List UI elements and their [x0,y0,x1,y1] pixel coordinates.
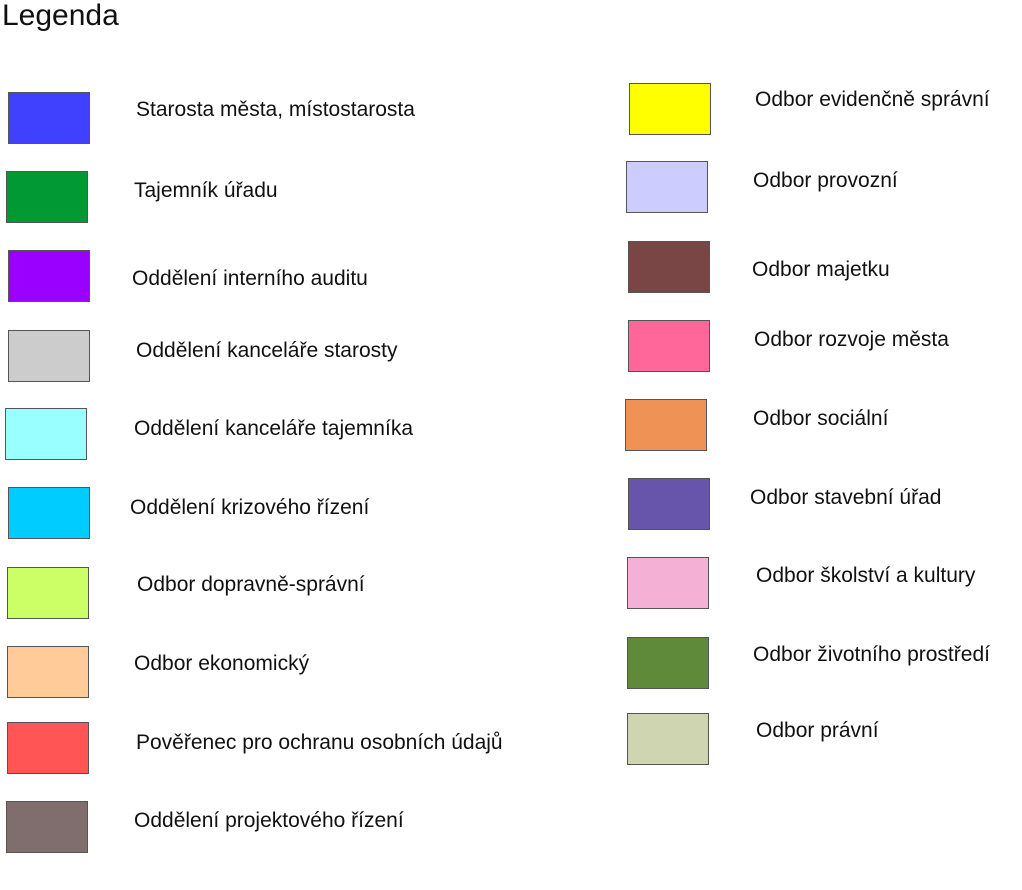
legend-label: Oddělení krizového řízení [130,496,370,519]
legend-label: Oddělení kanceláře starosty [136,339,398,362]
color-swatch [8,330,90,382]
legend-label: Pověřenec pro ochranu osobních údajů [136,731,503,754]
color-swatch [626,161,708,213]
legend-item-projektove-rizeni: Oddělení projektového řízení [6,801,566,861]
legend-label: Odbor majetku [752,258,890,281]
legend-item-tajemnik: Tajemník úřadu [6,171,566,231]
legend-item-provozni: Odbor provozní [626,161,1022,221]
legend-item-kancelar-starosty: Oddělení kanceláře starosty [8,330,568,390]
color-swatch [625,399,707,451]
color-swatch [5,408,87,460]
legend-item-evidencne-spravni: Odbor evidenčně správní [629,83,1022,143]
legend-label: Odbor ekonomický [134,652,310,675]
color-swatch [628,241,710,293]
color-swatch [627,637,709,689]
legend-item-majetku: Odbor majetku [628,241,1022,301]
legend-label: Oddělení kanceláře tajemníka [134,417,413,440]
legend-item-socialni: Odbor sociální [625,399,1022,459]
legend-item-dopravne-spravni: Odbor dopravně-správní [7,567,567,627]
legend-label: Odbor právní [756,719,879,742]
legend-item-rozvoje-mesta: Odbor rozvoje města [628,320,1022,380]
color-swatch [628,478,710,530]
color-swatch [627,557,709,609]
legend-item-interni-audit: Oddělení interního auditu [8,250,568,310]
legend-label: Tajemník úřadu [134,179,278,202]
legend-label: Starosta města, místostarosta [136,98,415,121]
legend-item-skolstvi-kultury: Odbor školství a kultury [627,557,1022,617]
color-swatch [8,250,90,302]
legend-item-starosta: Starosta města, místostarosta [8,92,568,152]
color-swatch [627,713,709,765]
legend-label: Oddělení projektového řízení [134,809,404,832]
legend-label: Oddělení interního auditu [132,267,368,290]
legend-label: Odbor školství a kultury [756,564,976,587]
legend-item-pravni: Odbor právní [627,713,1022,773]
legend-item-zivotni-prostredi: Odbor životního prostředí [627,637,1022,697]
legend-label: Odbor dopravně-správní [137,573,365,596]
legend-item-krizove-rizeni: Oddělení krizového řízení [8,487,568,547]
legend-label: Odbor rozvoje města [754,328,949,351]
color-swatch [6,801,88,853]
legend-item-ekonomicky: Odbor ekonomický [7,646,567,706]
color-swatch [629,83,711,135]
color-swatch [7,722,89,774]
color-swatch [8,92,90,144]
legend-item-stavebni-urad: Odbor stavební úřad [628,478,1022,538]
legend-label: Odbor sociální [753,407,889,430]
color-swatch [8,487,90,539]
legend-item-poverenec: Pověřenec pro ochranu osobních údajů [7,722,567,782]
color-swatch [628,320,710,372]
color-swatch [7,567,89,619]
legend-label: Odbor stavební úřad [750,486,942,509]
legend-label: Odbor životního prostředí [753,643,990,666]
legend-title: Legenda [2,0,119,32]
legend-label: Odbor provozní [753,169,898,192]
legend-label: Odbor evidenčně správní [755,88,990,111]
legend-item-kancelar-tajemnika: Oddělení kanceláře tajemníka [5,408,565,468]
color-swatch [7,646,89,698]
color-swatch [6,171,88,223]
